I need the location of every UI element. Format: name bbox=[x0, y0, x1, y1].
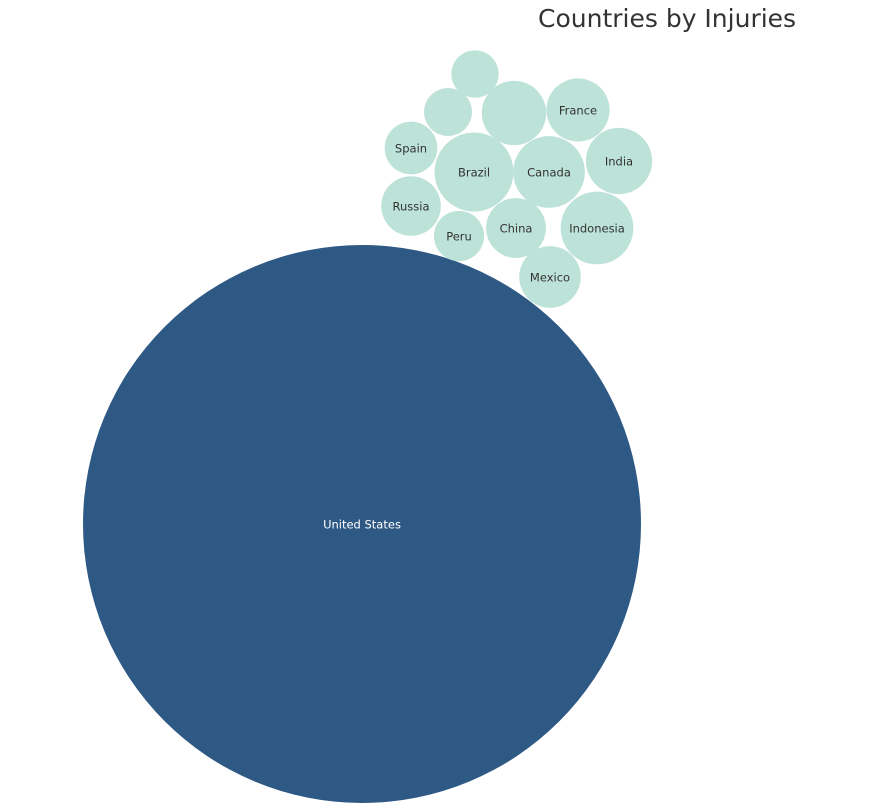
bubble-label-brazil: Brazil bbox=[458, 166, 490, 180]
bubble-mexico[interactable]: Mexico bbox=[519, 246, 581, 308]
bubble-label-mexico: Mexico bbox=[530, 271, 570, 285]
bubble-canada[interactable]: Canada bbox=[513, 136, 585, 208]
bubble-brazil[interactable]: Brazil bbox=[434, 132, 514, 212]
bubble-unlabeled-13[interactable] bbox=[423, 87, 473, 137]
bubble-label-russia: Russia bbox=[393, 200, 430, 214]
bubble-india[interactable]: India bbox=[585, 127, 653, 195]
bubble-unlabeled-12[interactable] bbox=[451, 50, 499, 98]
bubble-china[interactable]: China bbox=[486, 198, 546, 258]
bubble-france[interactable]: France bbox=[546, 78, 610, 142]
bubble-circle-indonesia[interactable] bbox=[560, 191, 634, 265]
bubble-label-china: China bbox=[500, 222, 533, 236]
bubble-circle-peru[interactable] bbox=[433, 210, 485, 262]
bubble-circle-unlabeled-13[interactable] bbox=[423, 87, 473, 137]
bubble-circle-france[interactable] bbox=[546, 78, 610, 142]
bubble-circle-canada[interactable] bbox=[513, 136, 585, 208]
bubble-label-spain: Spain bbox=[395, 142, 427, 156]
bubble-label-peru: Peru bbox=[446, 230, 472, 244]
bubble-circle-india[interactable] bbox=[585, 127, 653, 195]
bubble-circle-united-states[interactable] bbox=[83, 245, 641, 803]
bubble-peru[interactable]: Peru bbox=[433, 210, 485, 262]
bubble-circle-russia[interactable] bbox=[381, 176, 441, 236]
bubble-circle-unlabeled-7[interactable] bbox=[481, 80, 547, 146]
bubble-label-indonesia: Indonesia bbox=[569, 222, 625, 236]
bubble-circle-unlabeled-12[interactable] bbox=[451, 50, 499, 98]
bubble-indonesia[interactable]: Indonesia bbox=[560, 191, 634, 265]
bubble-unlabeled-7[interactable] bbox=[481, 80, 547, 146]
bubble-circle-mexico[interactable] bbox=[519, 246, 581, 308]
bubble-spain[interactable]: Spain bbox=[384, 121, 438, 175]
bubble-circle-china[interactable] bbox=[486, 198, 546, 258]
bubble-label-united-states: United States bbox=[323, 518, 401, 532]
bubble-circle-brazil[interactable] bbox=[434, 132, 514, 212]
bubble-circle-spain[interactable] bbox=[384, 121, 438, 175]
chart-title: Countries by Injuries bbox=[538, 4, 797, 33]
bubble-label-france: France bbox=[559, 104, 597, 118]
bubble-united-states[interactable]: United States bbox=[83, 245, 641, 803]
bubble-label-canada: Canada bbox=[527, 166, 571, 180]
bubble-russia[interactable]: Russia bbox=[381, 176, 441, 236]
bubble-label-india: India bbox=[605, 155, 633, 169]
